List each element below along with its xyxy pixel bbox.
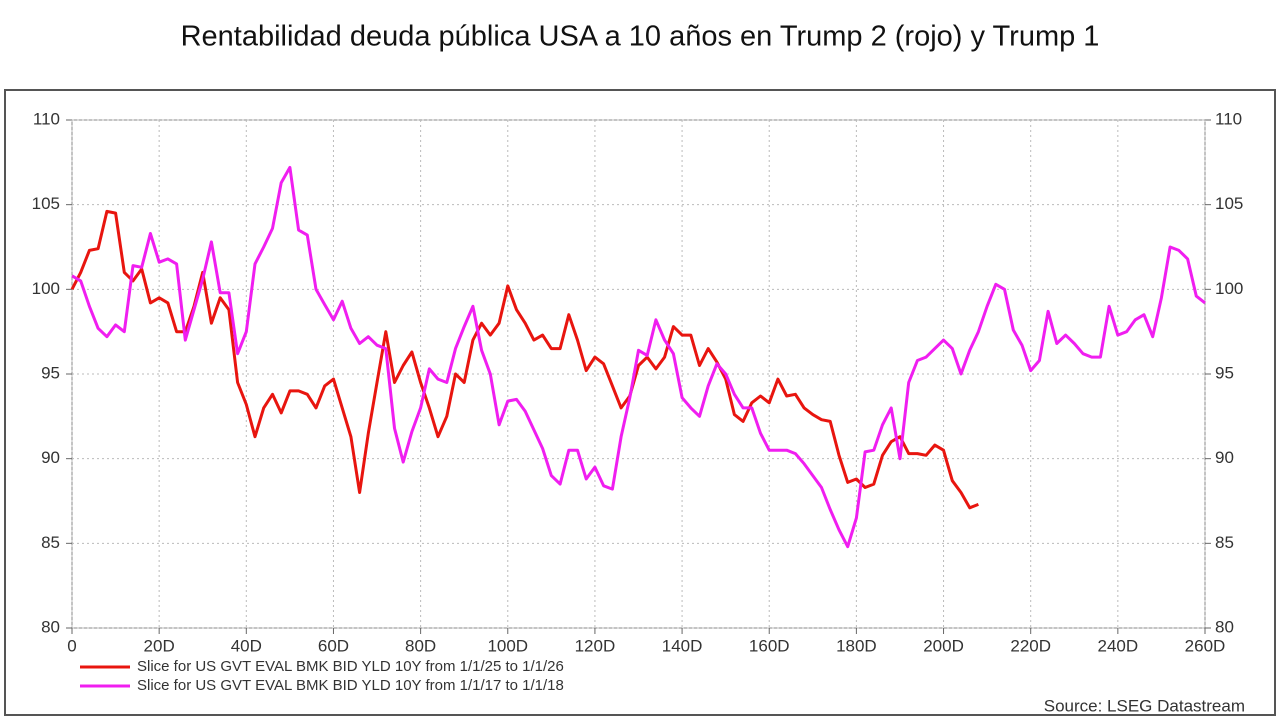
- y2-tick-label: 105: [1215, 194, 1243, 213]
- x-tick-label: 40D: [231, 636, 262, 655]
- x-tick-label: 80D: [405, 636, 436, 655]
- x-tick-label: 240D: [1098, 636, 1139, 655]
- y2-tick-label: 100: [1215, 279, 1243, 298]
- x-tick-label: 0: [67, 636, 76, 655]
- x-tick-label: 200D: [923, 636, 964, 655]
- series-line: [71, 165, 1206, 549]
- y-tick-label: 100: [32, 279, 60, 298]
- y-tick-label: 85: [41, 533, 60, 552]
- chart-title: Rentabilidad deuda pública USA a 10 años…: [181, 21, 1100, 53]
- x-tick-label: 140D: [662, 636, 703, 655]
- x-tick-label: 180D: [836, 636, 877, 655]
- y-tick-label: 95: [41, 363, 60, 382]
- legend-label: Slice for US GVT EVAL BMK BID YLD 10Y fr…: [137, 658, 564, 675]
- x-tick-label: 260D: [1185, 636, 1226, 655]
- chart-frame: [4, 89, 1276, 716]
- y-tick-label: 90: [41, 448, 60, 467]
- source-note: Source: LSEG Datastream: [1044, 696, 1245, 715]
- x-tick-label: 160D: [749, 636, 790, 655]
- x-tick-label: 100D: [487, 636, 528, 655]
- y-tick-label: 80: [41, 617, 60, 636]
- y2-tick-label: 90: [1215, 448, 1234, 467]
- series-line: [70, 209, 979, 510]
- x-tick-label: 20D: [144, 636, 175, 655]
- x-tick-label: 120D: [575, 636, 616, 655]
- y2-tick-label: 95: [1215, 363, 1234, 382]
- y2-tick-label: 110: [1215, 109, 1242, 128]
- y2-tick-label: 80: [1215, 617, 1234, 636]
- y-tick-label: 105: [32, 194, 60, 213]
- x-tick-label: 220D: [1010, 636, 1051, 655]
- legend-label: Slice for US GVT EVAL BMK BID YLD 10Y fr…: [137, 677, 564, 694]
- x-tick-label: 60D: [318, 636, 349, 655]
- y-tick-label: 110: [33, 109, 60, 128]
- y2-tick-label: 85: [1215, 533, 1234, 552]
